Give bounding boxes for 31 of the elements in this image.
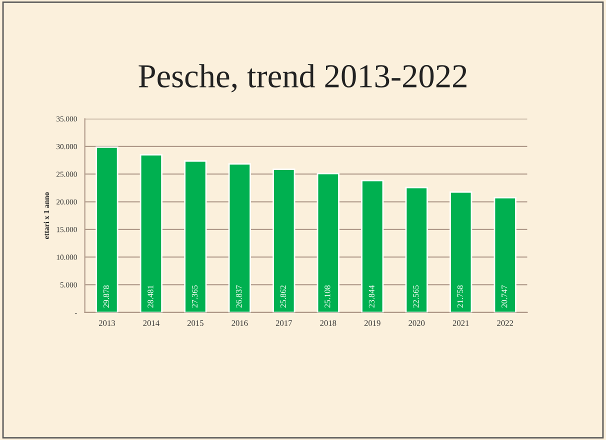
bar <box>272 168 296 312</box>
data-label: 29.878 <box>103 285 110 308</box>
bar <box>494 196 516 312</box>
bar <box>450 191 472 312</box>
data-label: 25.108 <box>324 285 330 308</box>
bar <box>184 160 207 312</box>
bar <box>316 172 340 312</box>
x-tick-label: 2016 <box>232 320 248 326</box>
data-label: 21.758 <box>457 285 463 308</box>
bar <box>228 163 251 312</box>
chart-title: Pesche, trend 2013-2022 <box>138 64 466 92</box>
bar <box>405 186 428 312</box>
x-tick-label: 2014 <box>143 320 160 326</box>
bar <box>361 180 384 312</box>
data-label: 25.862 <box>280 286 286 308</box>
x-tick-label: 2019 <box>364 320 380 326</box>
bar <box>140 154 163 312</box>
bar <box>96 146 118 312</box>
x-tick-label: 2022 <box>497 320 513 326</box>
data-label: 23.844 <box>368 285 375 308</box>
x-tick-label: 2020 <box>408 320 425 326</box>
x-tick-label: 2018 <box>320 320 336 326</box>
x-tick-label: 2017 <box>276 320 292 326</box>
data-label: 20.747 <box>502 285 508 308</box>
data-label: 22.565 <box>413 285 419 308</box>
data-label: 27.365 <box>192 285 198 308</box>
x-tick-label: 2021 <box>452 320 469 326</box>
data-label: 26.837 <box>236 285 242 308</box>
x-tick-label: 2013 <box>98 320 115 326</box>
data-label: 28.481 <box>148 286 154 308</box>
x-tick-label: 2015 <box>187 320 204 326</box>
